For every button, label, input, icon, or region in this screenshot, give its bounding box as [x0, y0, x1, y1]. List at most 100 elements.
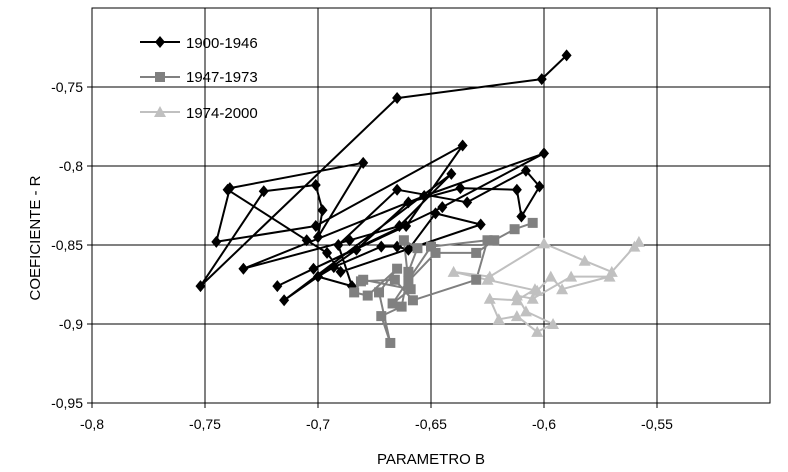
x-tick-label: -0,75 — [189, 416, 221, 432]
data-point-1900-1946 — [322, 246, 333, 259]
data-point-1900-1946 — [310, 220, 321, 233]
data-point-1947-1973 — [387, 298, 398, 309]
data-point-1900-1946 — [351, 243, 362, 256]
data-point-1900-1946 — [455, 182, 466, 195]
data-point-1900-1946 — [403, 243, 414, 256]
data-point-1900-1946 — [211, 235, 222, 248]
y-tick-label: -0,95 — [51, 395, 83, 411]
data-point-1900-1946 — [272, 280, 283, 293]
y-axis-title: COEFICIENTE - R — [27, 175, 44, 300]
legend-symbol — [155, 36, 165, 48]
x-tick-label: -0,7 — [306, 416, 330, 432]
data-point-1974-2000 — [483, 292, 496, 304]
data-point-1947-1973 — [527, 217, 538, 228]
data-point-1947-1973 — [358, 274, 369, 285]
data-point-1900-1946 — [446, 167, 457, 180]
data-point-1900-1946 — [313, 231, 323, 244]
data-point-1974-2000 — [447, 265, 460, 277]
data-point-1900-1946 — [403, 196, 414, 209]
data-point-1900-1946 — [419, 190, 430, 203]
x-tick-label: -0,55 — [641, 416, 673, 432]
legend-symbol — [154, 106, 166, 117]
data-point-1974-2000 — [492, 313, 505, 325]
data-point-1900-1946 — [511, 183, 522, 196]
data-point-1900-1946 — [344, 234, 355, 247]
x-tick-label: -0,6 — [532, 416, 556, 432]
data-point-1947-1973 — [403, 276, 414, 287]
data-point-1974-2000 — [531, 325, 544, 337]
data-point-1900-1946 — [437, 201, 448, 214]
data-point-1974-2000 — [526, 292, 539, 304]
series-line-1900-1946 — [199, 54, 568, 302]
data-point-1974-2000 — [628, 240, 641, 252]
data-point-1947-1973 — [405, 284, 416, 295]
data-point-1947-1973 — [376, 311, 387, 322]
data-point-1900-1946 — [392, 92, 403, 105]
data-point-1974-2000 — [544, 270, 557, 282]
data-point-1974-2000 — [481, 273, 494, 285]
data-point-1947-1973 — [426, 241, 436, 252]
data-point-1947-1973 — [385, 337, 396, 348]
tick-labels: -0,8 -0,75 -0,7 -0,65 -0,6 -0,55 -0,75 -0,8 -0,8… — [51, 79, 673, 432]
data-point-1947-1973 — [509, 224, 520, 235]
x-tick-label: -0,65 — [415, 416, 447, 432]
y-tick-label: -0,85 — [51, 237, 83, 253]
legend: 1900-1946 1947-1973 1974-2000 — [140, 35, 258, 122]
data-point-1974-2000 — [578, 254, 591, 266]
data-point-1974-2000 — [528, 283, 541, 295]
data-point-1974-2000 — [510, 310, 523, 322]
legend-symbol — [155, 72, 165, 82]
data-point-1947-1973 — [374, 287, 385, 298]
data-point-1900-1946 — [561, 49, 572, 62]
series-lines — [199, 54, 640, 344]
y-tick-label: -0,8 — [59, 158, 83, 174]
data-point-1947-1973 — [392, 263, 403, 274]
data-point-1974-2000 — [565, 270, 578, 282]
legend-marker-1900-1946 — [140, 36, 180, 48]
data-point-1900-1946 — [520, 164, 531, 177]
legend-item-1947-1973: 1947-1973 — [140, 69, 258, 86]
data-point-1947-1973 — [482, 235, 493, 246]
data-point-1900-1946 — [430, 207, 441, 220]
data-point-1947-1973 — [396, 301, 407, 312]
data-point-1900-1946 — [308, 262, 319, 275]
data-point-1900-1946 — [401, 220, 412, 233]
data-point-1947-1973 — [471, 247, 482, 258]
data-point-1974-2000 — [556, 283, 569, 295]
data-point-1947-1973 — [412, 243, 423, 254]
data-point-1947-1973 — [349, 287, 360, 298]
legend-item-1900-1946: 1900-1946 — [140, 35, 258, 52]
legend-label-1900-1946: 1900-1946 — [186, 35, 258, 52]
data-point-1900-1946 — [394, 220, 405, 233]
data-point-1900-1946 — [301, 234, 312, 247]
data-point-1900-1946 — [195, 280, 206, 293]
data-point-1974-2000 — [603, 270, 616, 282]
legend-label-1974-2000: 1974-2000 — [186, 105, 258, 122]
data-point-1974-2000 — [510, 294, 523, 306]
x-axis-title: PARAMETRO B — [377, 451, 485, 468]
data-point-1900-1946 — [516, 210, 527, 223]
data-point-1900-1946 — [462, 196, 473, 209]
data-point-1900-1946 — [475, 218, 486, 231]
data-point-1947-1973 — [398, 235, 409, 246]
grid-lines — [91, 8, 770, 404]
data-point-1900-1946 — [536, 73, 547, 86]
data-point-1900-1946 — [317, 204, 328, 217]
data-point-1947-1973 — [430, 247, 441, 258]
data-point-1947-1973 — [471, 274, 482, 285]
data-point-1947-1973 — [403, 266, 414, 277]
y-tick-label: -0,75 — [51, 79, 83, 95]
data-point-1900-1946 — [313, 270, 323, 283]
data-point-1900-1946 — [310, 178, 321, 191]
data-point-1974-2000 — [547, 318, 560, 329]
data-point-1900-1946 — [457, 139, 468, 152]
legend-marker-1974-2000 — [140, 106, 180, 117]
series-line-1974-2000 — [452, 241, 640, 333]
legend-item-1974-2000: 1974-2000 — [140, 105, 258, 122]
data-point-1900-1946 — [539, 147, 549, 160]
data-point-1900-1946 — [392, 183, 403, 196]
legend-label-1947-1973: 1947-1973 — [186, 69, 258, 86]
data-point-1900-1946 — [328, 261, 339, 274]
y-tick-label: -0,9 — [59, 316, 83, 332]
data-point-1900-1946 — [376, 240, 387, 253]
